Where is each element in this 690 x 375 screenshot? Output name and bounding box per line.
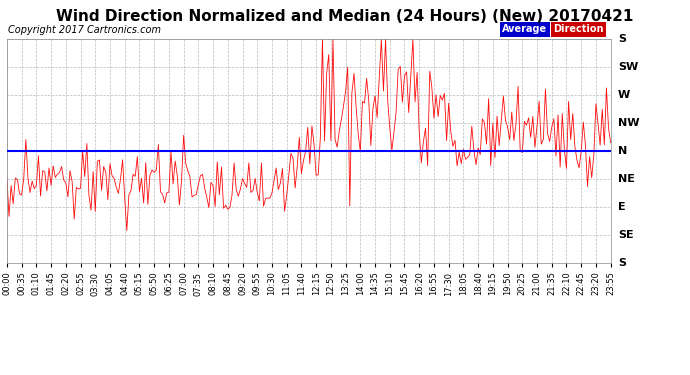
Text: Copyright 2017 Cartronics.com: Copyright 2017 Cartronics.com (8, 25, 161, 35)
Text: N: N (618, 146, 627, 156)
Text: Average: Average (502, 24, 547, 34)
Text: NE: NE (618, 174, 635, 184)
Text: NW: NW (618, 118, 640, 128)
Text: W: W (618, 90, 630, 100)
Text: Wind Direction Normalized and Median (24 Hours) (New) 20170421: Wind Direction Normalized and Median (24… (57, 9, 633, 24)
Text: Direction: Direction (553, 24, 604, 34)
Text: S: S (618, 258, 626, 267)
Text: SE: SE (618, 230, 633, 240)
Text: SW: SW (618, 62, 638, 72)
Text: E: E (618, 202, 626, 212)
Text: S: S (618, 34, 626, 44)
